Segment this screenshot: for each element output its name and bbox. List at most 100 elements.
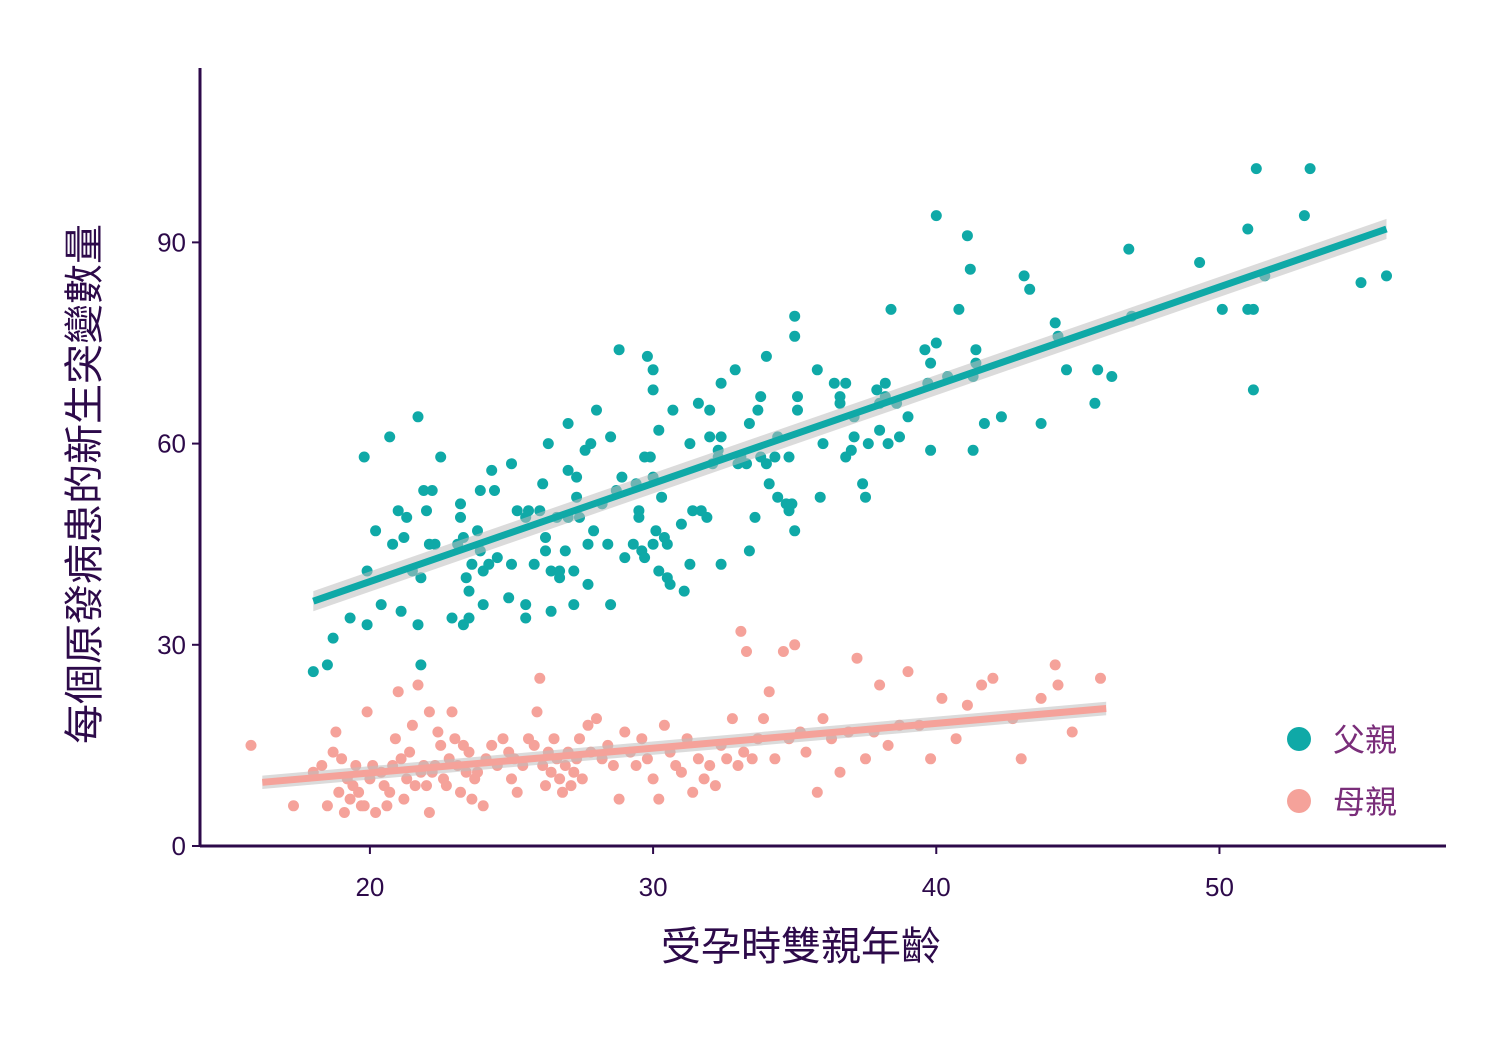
data-point bbox=[591, 404, 602, 416]
data-point bbox=[613, 793, 625, 805]
data-point bbox=[746, 753, 758, 765]
x-tick-label: 30 bbox=[639, 872, 668, 902]
data-point bbox=[1250, 163, 1262, 175]
data-point bbox=[327, 746, 339, 758]
data-point bbox=[392, 686, 404, 698]
data-point bbox=[650, 525, 662, 537]
data-point bbox=[446, 706, 458, 718]
data-point bbox=[930, 210, 942, 222]
data-point bbox=[653, 565, 665, 577]
data-point bbox=[327, 632, 339, 644]
data-point bbox=[338, 807, 350, 818]
data-point bbox=[395, 605, 407, 617]
data-point bbox=[554, 773, 566, 785]
data-point bbox=[627, 538, 639, 550]
data-point bbox=[1049, 659, 1061, 671]
data-point bbox=[633, 511, 645, 523]
data-point bbox=[435, 451, 447, 463]
data-point bbox=[1095, 672, 1106, 684]
data-point bbox=[701, 511, 713, 523]
data-point bbox=[763, 478, 775, 490]
series-2 bbox=[245, 625, 1107, 818]
data-point bbox=[860, 753, 871, 765]
data-point bbox=[789, 525, 801, 537]
data-point bbox=[834, 766, 846, 778]
data-point bbox=[559, 545, 571, 557]
data-point bbox=[845, 444, 857, 456]
data-point bbox=[466, 558, 478, 570]
data-point bbox=[1066, 726, 1078, 738]
data-point bbox=[653, 793, 665, 805]
data-point bbox=[486, 739, 498, 751]
data-point bbox=[389, 733, 401, 745]
data-point bbox=[542, 438, 554, 450]
data-point bbox=[995, 411, 1007, 423]
data-point bbox=[814, 491, 826, 503]
axis-ticks: 20 30 40 50 0 30 60 90 bbox=[157, 227, 1234, 902]
data-point bbox=[848, 431, 860, 443]
data-point bbox=[1052, 679, 1064, 691]
legend-swatch bbox=[1287, 789, 1311, 813]
data-point bbox=[511, 786, 523, 798]
data-point bbox=[964, 263, 976, 275]
data-point bbox=[392, 505, 404, 517]
data-point bbox=[415, 572, 427, 584]
data-point bbox=[709, 780, 721, 792]
data-point bbox=[639, 552, 651, 564]
data-point bbox=[435, 739, 447, 751]
data-point bbox=[440, 780, 452, 792]
data-point bbox=[591, 713, 602, 725]
data-point bbox=[412, 679, 424, 691]
data-point bbox=[384, 431, 396, 443]
data-point bbox=[721, 753, 733, 765]
data-point bbox=[715, 431, 727, 443]
data-point bbox=[423, 807, 435, 818]
data-point bbox=[644, 451, 656, 463]
data-point bbox=[288, 800, 299, 812]
data-point bbox=[401, 511, 413, 523]
data-point bbox=[537, 478, 549, 490]
data-point bbox=[950, 733, 962, 745]
data-point bbox=[455, 511, 466, 523]
data-point bbox=[834, 397, 846, 409]
data-point bbox=[661, 538, 673, 550]
data-point bbox=[738, 746, 750, 758]
data-point bbox=[1024, 283, 1036, 295]
data-point bbox=[925, 753, 937, 765]
data-point bbox=[528, 739, 540, 751]
data-point bbox=[925, 444, 937, 456]
data-point bbox=[548, 733, 560, 745]
data-point bbox=[336, 753, 348, 765]
data-point bbox=[333, 786, 345, 798]
x-tick-label: 50 bbox=[1205, 872, 1234, 902]
data-point bbox=[540, 545, 551, 557]
data-point bbox=[630, 760, 642, 771]
data-point bbox=[412, 619, 424, 631]
data-point bbox=[641, 753, 653, 765]
data-point bbox=[483, 558, 495, 570]
data-point bbox=[520, 612, 532, 624]
data-point bbox=[421, 780, 432, 792]
data-point bbox=[486, 464, 498, 476]
data-point bbox=[692, 753, 704, 765]
data-point bbox=[316, 760, 328, 771]
data-point bbox=[330, 726, 342, 738]
data-point bbox=[506, 558, 517, 570]
data-point bbox=[432, 726, 444, 738]
data-point bbox=[760, 458, 772, 470]
data-point bbox=[882, 739, 894, 751]
data-point bbox=[936, 692, 948, 704]
data-point bbox=[406, 719, 418, 731]
data-point bbox=[574, 733, 585, 745]
data-point bbox=[616, 471, 628, 483]
data-point bbox=[455, 498, 466, 510]
data-point bbox=[732, 760, 744, 771]
y-axis-title: 每個原發病患的新生突變數量 bbox=[62, 224, 108, 744]
data-point bbox=[749, 511, 761, 523]
data-point bbox=[545, 766, 557, 778]
data-point bbox=[534, 672, 546, 684]
data-point bbox=[967, 444, 979, 456]
data-point bbox=[976, 679, 988, 691]
legend-label: 母親 bbox=[1333, 783, 1397, 821]
